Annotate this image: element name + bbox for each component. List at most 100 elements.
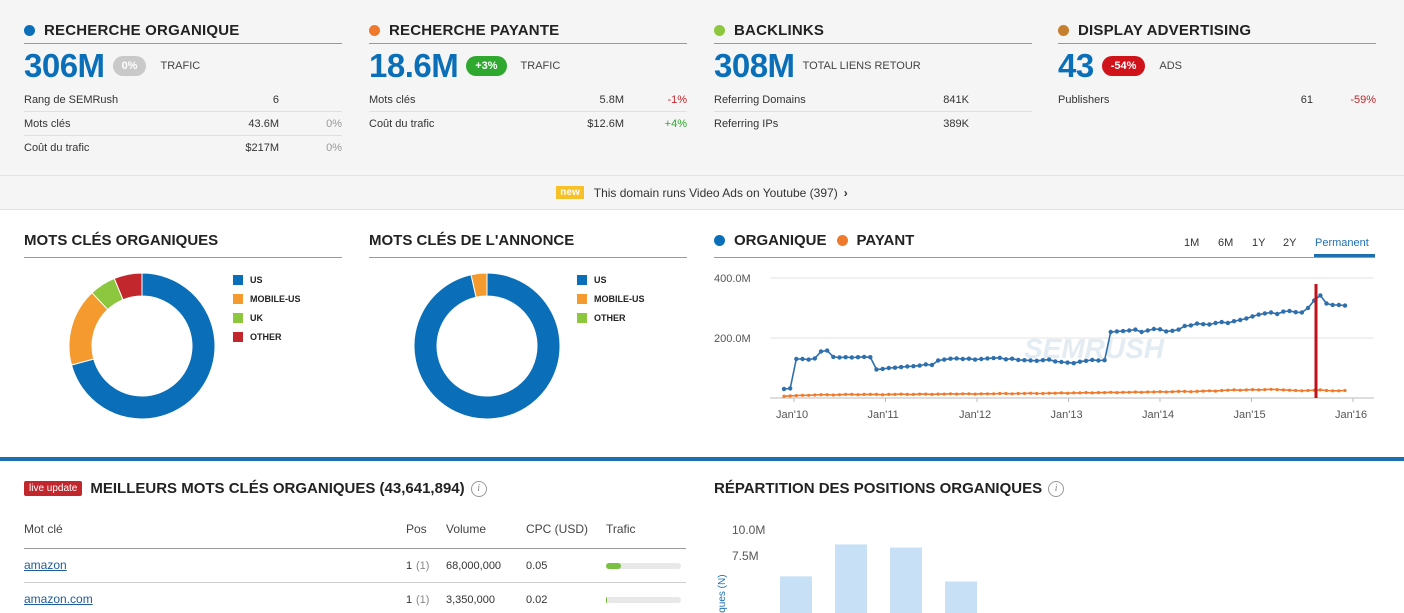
paid-point[interactable] <box>1078 391 1082 395</box>
organic-point[interactable] <box>1330 302 1335 308</box>
info-icon[interactable]: i <box>1048 480 1065 497</box>
paid-point[interactable] <box>905 392 909 396</box>
organic-point[interactable] <box>1244 316 1249 321</box>
organic-point[interactable] <box>781 386 787 392</box>
organic-point[interactable] <box>1324 301 1329 306</box>
organic-point[interactable] <box>923 362 928 367</box>
organic-point[interactable] <box>954 356 959 361</box>
donut-slice[interactable] <box>413 272 561 420</box>
metric-value[interactable]: 43.6M <box>248 117 279 130</box>
organic-point[interactable] <box>818 349 824 354</box>
organic-point[interactable] <box>1336 302 1342 308</box>
organic-point[interactable] <box>1120 328 1126 334</box>
paid-point[interactable] <box>961 392 965 396</box>
organic-point[interactable] <box>1083 358 1089 363</box>
paid-point[interactable] <box>874 392 879 396</box>
organic-point[interactable] <box>824 348 830 353</box>
organic-point[interactable] <box>1281 309 1286 314</box>
paid-point[interactable] <box>1343 388 1347 393</box>
organic-point[interactable] <box>1065 360 1070 365</box>
paid-point[interactable] <box>1306 388 1310 393</box>
card-title[interactable]: RECHERCHE ORGANIQUE <box>44 22 240 39</box>
donut-slice[interactable] <box>113 272 143 301</box>
paid-point[interactable] <box>837 393 842 397</box>
paid-point[interactable] <box>844 392 848 396</box>
organic-point[interactable] <box>1022 358 1027 363</box>
paid-point[interactable] <box>936 392 940 396</box>
info-icon[interactable]: i <box>470 480 487 497</box>
paid-point[interactable] <box>1176 389 1181 393</box>
paid-point[interactable] <box>856 393 860 397</box>
organic-point[interactable] <box>1268 310 1274 315</box>
metric-value[interactable]: $12.6M <box>587 118 624 130</box>
organic-point[interactable] <box>935 358 941 363</box>
metric-value[interactable]: 5.8M <box>599 93 624 106</box>
organic-point[interactable] <box>1133 327 1138 332</box>
paid-point[interactable] <box>1300 389 1304 393</box>
organic-point[interactable] <box>886 365 892 371</box>
paid-point[interactable] <box>1337 389 1341 393</box>
paid-point[interactable] <box>967 392 971 396</box>
organic-point[interactable] <box>1237 317 1243 323</box>
organic-point[interactable] <box>905 364 910 369</box>
chevron-right-icon[interactable]: › <box>843 185 848 200</box>
organic-point[interactable] <box>1127 328 1132 333</box>
organic-point[interactable] <box>1256 312 1261 317</box>
paid-point[interactable] <box>1281 388 1285 392</box>
organic-point[interactable] <box>1274 311 1280 317</box>
col-keyword[interactable]: Mot clé <box>24 522 63 536</box>
card-title[interactable]: BACKLINKS <box>734 22 825 39</box>
paid-point[interactable] <box>1244 388 1248 392</box>
period-1y[interactable]: 1Y <box>1252 237 1266 249</box>
paid-point[interactable] <box>825 393 829 397</box>
organic-point[interactable] <box>1262 311 1268 316</box>
paid-point[interactable] <box>1004 391 1008 396</box>
paid-point[interactable] <box>1213 389 1218 393</box>
paid-point[interactable] <box>831 393 835 397</box>
organic-point[interactable] <box>812 356 818 361</box>
col-traffic[interactable]: Trafic <box>606 522 636 536</box>
metric-value[interactable]: 6 <box>272 93 279 106</box>
legend-item[interactable]: UK <box>233 308 301 327</box>
paid-point[interactable] <box>1053 391 1057 395</box>
paid-point[interactable] <box>1287 388 1292 392</box>
organic-point[interactable] <box>787 386 793 391</box>
paid-point[interactable] <box>1059 391 1064 395</box>
paid-point[interactable] <box>1263 388 1267 392</box>
organic-point[interactable] <box>1046 357 1052 362</box>
organic-point[interactable] <box>880 366 885 372</box>
paid-point[interactable] <box>1152 390 1156 394</box>
paid-point[interactable] <box>1146 390 1150 394</box>
paid-point[interactable] <box>1127 390 1131 394</box>
organic-point[interactable] <box>1231 319 1237 324</box>
col-volume[interactable]: Volume <box>446 522 487 536</box>
organic-point[interactable] <box>849 355 855 360</box>
organic-point[interactable] <box>917 363 922 368</box>
period-1m[interactable]: 1M <box>1184 237 1200 249</box>
organic-point[interactable] <box>1034 358 1039 363</box>
paid-point[interactable] <box>1010 392 1014 396</box>
organic-point[interactable] <box>1071 361 1076 366</box>
paid-point[interactable] <box>1232 388 1236 392</box>
organic-point[interactable] <box>1213 320 1218 326</box>
organic-point[interactable] <box>1293 310 1298 315</box>
metric-value[interactable]: 389K <box>943 118 969 130</box>
organic-point[interactable] <box>1201 322 1206 327</box>
metric-value[interactable]: 61 <box>1300 94 1313 106</box>
organic-point[interactable] <box>1305 305 1311 311</box>
paid-point[interactable] <box>942 392 946 396</box>
paid-point[interactable] <box>1016 391 1020 396</box>
paid-point[interactable] <box>924 392 928 396</box>
paid-point[interactable] <box>911 392 916 396</box>
paid-point[interactable] <box>899 392 903 396</box>
paid-point[interactable] <box>1170 390 1174 394</box>
legend-item[interactable]: OTHER <box>233 327 301 346</box>
paid-point[interactable] <box>1220 388 1224 393</box>
organic-point[interactable] <box>1139 329 1144 335</box>
paid-point[interactable] <box>788 394 792 398</box>
organic-point[interactable] <box>1016 357 1021 363</box>
video-ads-banner[interactable]: new This domain runs Video Ads on Youtub… <box>0 176 1404 210</box>
paid-point[interactable] <box>992 392 996 396</box>
paid-point[interactable] <box>1084 391 1088 395</box>
paid-point[interactable] <box>887 392 891 396</box>
